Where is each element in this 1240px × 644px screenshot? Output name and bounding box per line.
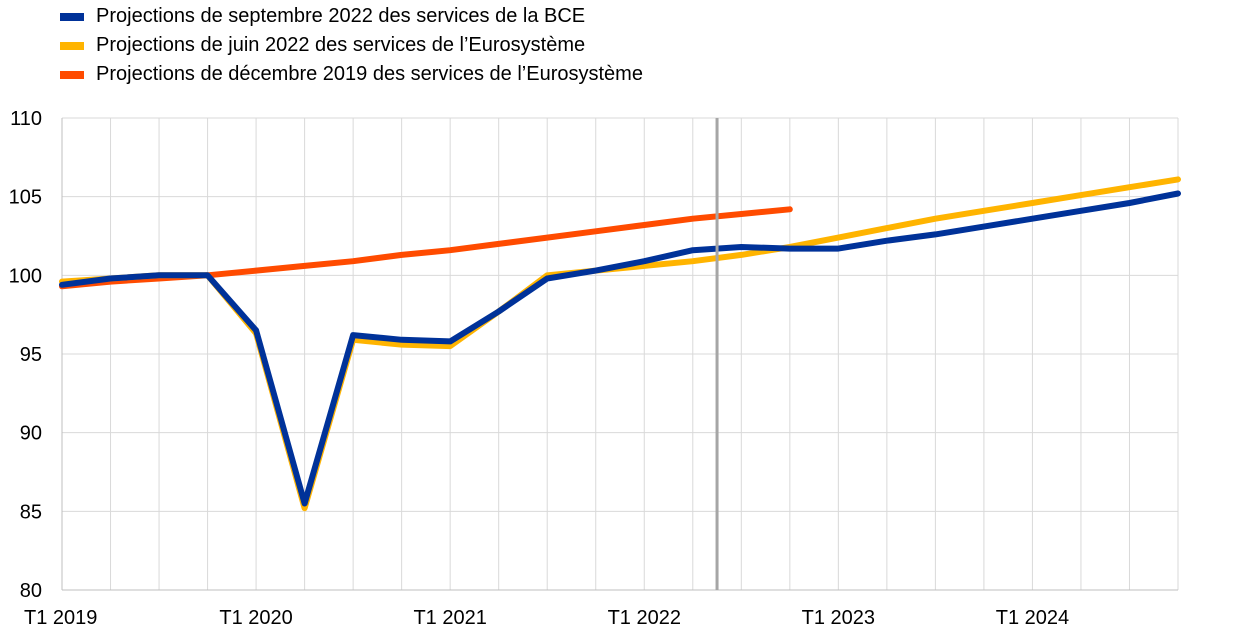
y-tick-label: 85: [20, 501, 42, 523]
y-axis-labels: 80 85 90 95 100 105 110: [9, 108, 42, 602]
x-tick-label: T1 2019: [24, 607, 97, 629]
x-tick-label: T1 2020: [219, 607, 292, 629]
chart-legend: Projections de septembre 2022 des servic…: [60, 2, 643, 89]
legend-swatch: [60, 12, 84, 21]
legend-item-eurosystem-jun-2022: Projections de juin 2022 des services de…: [60, 31, 643, 60]
legend-label: Projections de septembre 2022 des servic…: [96, 5, 586, 27]
y-tick-label: 100: [9, 265, 42, 287]
legend-item-eurosystem-dec-2019: Projections de décembre 2019 des service…: [60, 60, 643, 89]
y-tick-label: 105: [9, 187, 42, 209]
y-tick-label: 90: [20, 423, 42, 445]
chart-series: [59, 118, 1181, 590]
y-tick-label: 80: [20, 580, 42, 602]
x-axis-labels: T1 2019 T1 2020 T1 2021 T1 2022 T1 2023 T1 20…: [24, 607, 1069, 629]
series-line-2: [59, 190, 1181, 507]
legend-label: Projections de décembre 2019 des service…: [96, 63, 643, 85]
legend-swatch: [60, 70, 84, 79]
x-tick-label: T1 2023: [802, 607, 875, 629]
chart-grid: [61, 117, 1179, 591]
legend-swatch: [60, 41, 84, 50]
y-tick-label: 110: [10, 108, 42, 130]
x-tick-label: T1 2022: [608, 607, 681, 629]
legend-item-ecb-sep-2022: Projections de septembre 2022 des servic…: [60, 2, 643, 31]
y-tick-label: 95: [20, 344, 42, 366]
x-tick-label: T1 2024: [996, 607, 1069, 629]
legend-label: Projections de juin 2022 des services de…: [96, 34, 586, 56]
x-tick-label: T1 2021: [413, 607, 486, 629]
